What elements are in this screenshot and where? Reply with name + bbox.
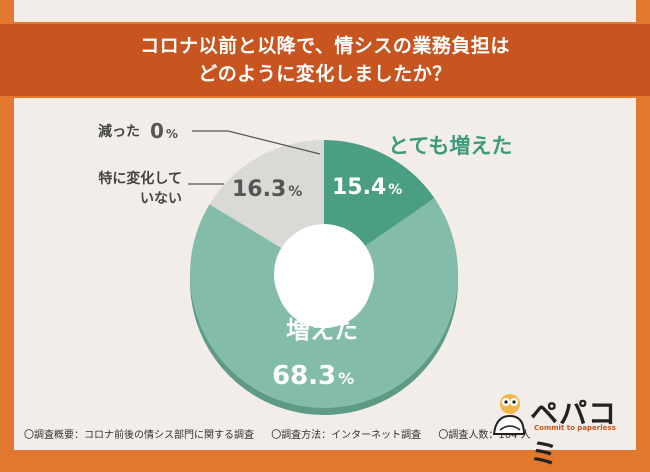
label-decreased: 減った xyxy=(98,123,140,140)
slice-very-increased xyxy=(324,140,435,246)
label-no-change-line1: 特に変化して xyxy=(98,170,182,187)
top-panel xyxy=(14,0,636,22)
value-decreased: 0% xyxy=(150,119,178,143)
label-no-change-line2: いない xyxy=(140,191,182,207)
value-no-change-unit: % xyxy=(288,184,302,200)
donut-hole xyxy=(274,224,374,324)
survey-footer: 〇調査概要：コロナ前後の情シス部門に関する調査 〇調査方法：インターネット調査 … xyxy=(24,426,545,441)
brand-logo: ペパコミ Commit to paperless xyxy=(486,390,636,470)
slice-increased xyxy=(189,197,458,408)
title-line-1: コロナ以前と以降で、情シスの業務負担は xyxy=(140,35,510,57)
logo-tagline: Commit to paperless xyxy=(534,424,616,432)
label-increased: 増えた xyxy=(286,316,358,344)
chart-card: とても増えた 15.4% 増えた 68.3% 特に変化して いない 16.3% 減った 0% xyxy=(14,98,636,450)
value-decreased-unit: % xyxy=(166,127,178,141)
value-very-increased-unit: % xyxy=(388,182,402,198)
chart-title: コロナ以前と以降で、情シスの業務負担は どのように変化しましたか？ xyxy=(0,24,650,96)
survey-overview: 〇調査概要：コロナ前後の情シス部門に関する調査 xyxy=(24,430,254,441)
title-line-2: どのように変化しましたか？ xyxy=(198,63,452,85)
value-increased-unit: % xyxy=(338,369,354,388)
label-very-increased: とても増えた xyxy=(388,134,512,158)
survey-count: 〇調査人数：104 人 xyxy=(438,430,531,441)
leader-decreased xyxy=(192,130,321,155)
value-very-increased: 15.4% xyxy=(332,175,402,200)
mascot-icon xyxy=(492,394,526,435)
survey-method: 〇調査方法：インターネット調査 xyxy=(271,430,422,441)
slice-no-change xyxy=(209,140,324,249)
logo-text: ペパコミ xyxy=(530,397,618,470)
